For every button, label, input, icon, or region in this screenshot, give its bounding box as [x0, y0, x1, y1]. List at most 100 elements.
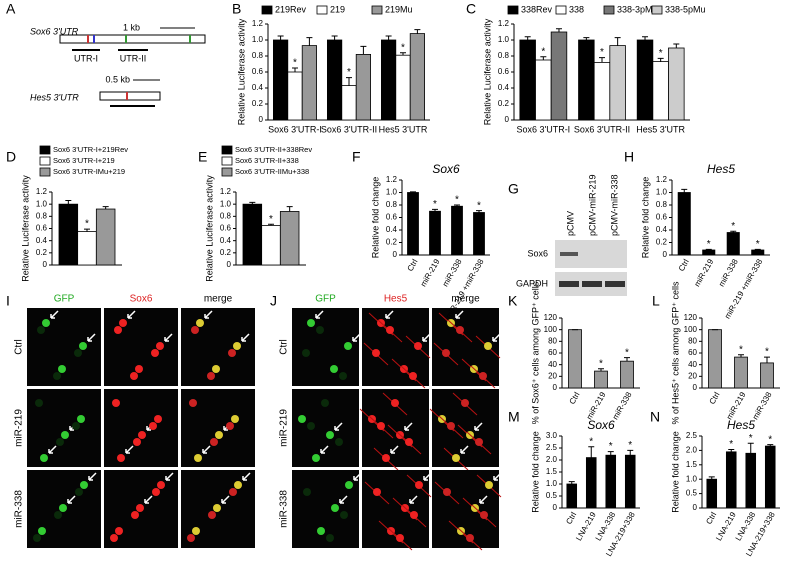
y-tick-label: 0.2 [36, 248, 48, 257]
x-tick-label: Sox6 3'UTR-II [321, 124, 377, 134]
y-tick-label: 120 [544, 313, 558, 322]
bar [242, 203, 263, 266]
bar [726, 232, 740, 256]
y-tick-label: 40 [548, 360, 557, 369]
bar [708, 329, 722, 389]
y-tick-label: 1.0 [546, 479, 558, 488]
y-tick-label: 0.6 [386, 213, 398, 222]
arrow [404, 422, 413, 431]
cell [452, 454, 460, 462]
cell [37, 326, 45, 334]
y-tick-label: 0.8 [386, 200, 398, 209]
legend-label: 338Rev [521, 4, 553, 14]
x-tick-label: Hes5 3'UTR [379, 124, 428, 134]
cell [307, 422, 315, 430]
error-bar [624, 357, 630, 362]
cell [56, 438, 64, 446]
arrow [479, 495, 488, 504]
bar [578, 39, 595, 121]
legend-swatch [221, 145, 233, 155]
panel-letter: L [652, 293, 660, 309]
y-axis-label: Relative fold change [530, 431, 540, 513]
y-tick-label: 0.8 [656, 200, 668, 209]
bar [760, 362, 774, 389]
cell [154, 415, 162, 423]
cell [228, 349, 236, 357]
y-tick-label: 0.8 [252, 51, 264, 60]
cell [442, 349, 450, 357]
cell [229, 488, 237, 496]
bar [568, 329, 582, 389]
column-label: merge [451, 294, 480, 305]
band-label: GAPDH [516, 278, 548, 288]
cell [307, 319, 315, 327]
arrow [48, 445, 57, 454]
error-bar [360, 45, 367, 55]
cell [447, 422, 455, 430]
error-bar [268, 223, 274, 226]
error-bar [555, 28, 562, 32]
y-tick-label: 1.5 [686, 460, 698, 469]
y-tick-label: 0.2 [220, 248, 232, 257]
y-tick-label: 1.0 [220, 199, 232, 208]
cell [226, 422, 234, 430]
bar [451, 205, 463, 256]
bar [751, 249, 765, 256]
legend-swatch [261, 5, 273, 15]
y-tick-label: 1.2 [386, 175, 398, 184]
y-tick-label: 0.2 [252, 99, 264, 108]
error-bar [400, 52, 406, 56]
micrograph [181, 308, 255, 386]
row-label: miR-338 [279, 490, 290, 528]
y-tick-label: 3.0 [546, 431, 558, 440]
panel-letter: C [466, 1, 476, 17]
error-bar [614, 37, 621, 46]
cell [479, 372, 487, 380]
y-tick-label: 0.8 [220, 211, 232, 220]
panel-letter: H [624, 149, 634, 165]
arrow [352, 333, 361, 342]
legend-label: 338-5pMu [665, 4, 706, 14]
cell [373, 488, 381, 496]
x-tick-label: Ctrl [568, 390, 582, 405]
y-tick-label: 0.6 [656, 213, 668, 222]
arrow [334, 422, 343, 431]
bar [380, 39, 397, 121]
arrow [390, 445, 399, 454]
cell [131, 511, 139, 519]
arrow [204, 310, 213, 319]
cell [213, 504, 221, 512]
x-tick-label: Hes5 3'UTR [636, 124, 685, 134]
bar [566, 483, 578, 509]
y-tick-label: 0.4 [36, 236, 48, 245]
y-tick-label: 0.2 [656, 238, 668, 247]
legend-label: 219 [330, 4, 345, 14]
y-tick-label: 0 [553, 383, 558, 392]
y-tick-label: 60 [688, 348, 697, 357]
y-tick-label: 0 [693, 383, 698, 392]
cell [77, 415, 85, 423]
legend-swatch [39, 145, 51, 155]
column-label: Sox6 [130, 294, 153, 305]
x-tick-label: miR-219 [585, 390, 608, 421]
legend-swatch [371, 5, 383, 15]
label: Sox6 3'UTR [30, 26, 79, 36]
lane-label: pCMV-miR-338 [609, 174, 619, 236]
bar [473, 212, 485, 256]
cell [189, 399, 197, 407]
panel-letter: J [270, 293, 277, 309]
y-tick-label: 20 [688, 371, 697, 380]
bar [409, 33, 426, 121]
arrow [50, 310, 59, 319]
y-tick-label: 0.4 [220, 236, 232, 245]
bar [585, 457, 597, 509]
annotation: * [541, 46, 545, 57]
panel-letter: F [352, 149, 361, 165]
cell [33, 534, 41, 542]
cell [321, 399, 329, 407]
row-label: miR-219 [14, 409, 25, 447]
legend-swatch [221, 156, 233, 166]
row-label: miR-338 [14, 490, 25, 528]
row-label: Ctrl [279, 339, 290, 355]
